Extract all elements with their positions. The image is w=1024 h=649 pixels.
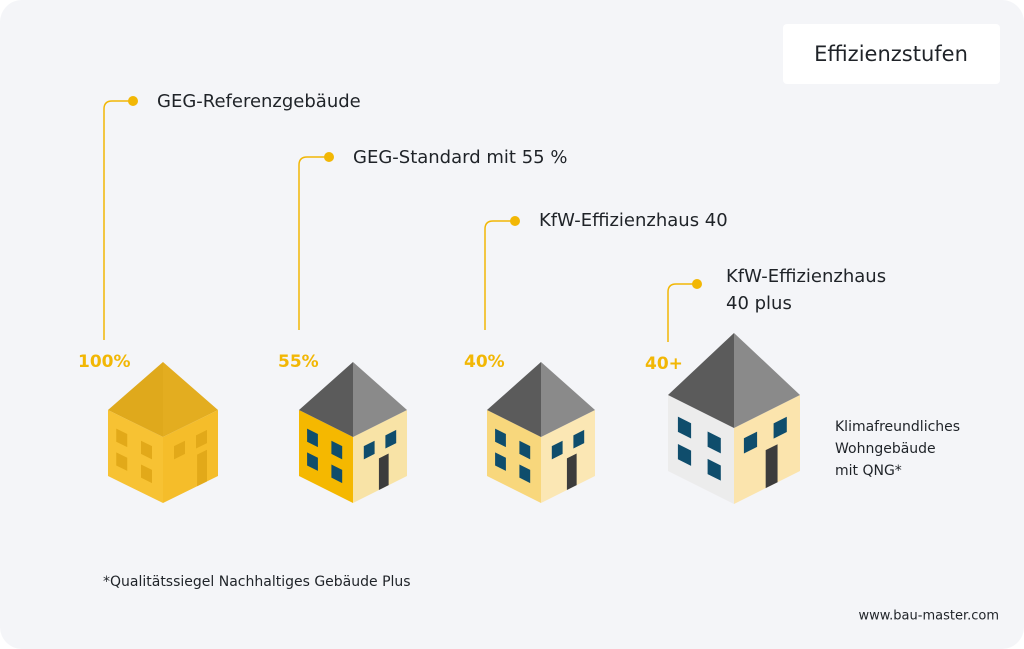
level-label: KfW-Effizienzhaus 40 [539, 210, 728, 231]
leader-dot [510, 216, 520, 226]
footnote: *Qualitätssiegel Nachhaltiges Gebäude Pl… [103, 574, 411, 590]
level-label: 40 plus [726, 293, 792, 314]
window [174, 440, 185, 460]
window [519, 464, 531, 484]
window [307, 428, 318, 448]
side-note: mit QNG* [835, 463, 902, 479]
leader-dot [692, 279, 702, 289]
door [378, 453, 389, 491]
leader-dot [128, 96, 138, 106]
level-percent: 55% [278, 352, 319, 372]
level-label: KfW-Effizienzhaus [726, 266, 886, 287]
level-percent: 40+ [645, 354, 683, 374]
window [773, 416, 787, 439]
leader-line [484, 220, 515, 330]
leader-line [298, 156, 329, 330]
window [385, 429, 397, 449]
house-roof [299, 362, 353, 437]
window [116, 428, 128, 448]
house-roof [353, 362, 407, 437]
window [331, 464, 343, 484]
website: www.bau-master.com [858, 609, 999, 624]
window [677, 416, 692, 439]
house-roof [108, 362, 163, 437]
house-roof [668, 333, 734, 428]
leader-line [667, 283, 697, 342]
leader-dot [324, 152, 334, 162]
door [197, 449, 207, 487]
window [495, 452, 506, 471]
window [743, 431, 758, 454]
title: Effizienzstufen [814, 42, 968, 66]
house-roof [163, 362, 218, 437]
window [307, 452, 318, 471]
window [331, 440, 343, 460]
door [765, 444, 778, 489]
window [141, 440, 152, 460]
window [519, 440, 531, 460]
window [707, 431, 721, 454]
window [573, 429, 585, 449]
window [707, 458, 721, 481]
window [363, 440, 375, 460]
title-box [783, 24, 1000, 84]
level-label: GEG-Standard mit 55 % [353, 147, 567, 168]
side-note: Wohngebäude [835, 441, 936, 457]
house-roof [541, 362, 595, 437]
level-label: GEG-Referenzgebäude [157, 91, 361, 112]
window [116, 452, 128, 471]
house-roof [734, 333, 800, 428]
window [551, 440, 563, 460]
window [141, 464, 152, 484]
level-percent: 100% [78, 352, 131, 372]
leader-line [103, 100, 133, 340]
window [495, 428, 506, 448]
window [677, 444, 692, 466]
level-percent: 40% [464, 352, 505, 372]
house-roof [487, 362, 541, 437]
side-note: Klimafreundliches [835, 419, 960, 435]
window [196, 429, 207, 449]
door [566, 453, 577, 491]
